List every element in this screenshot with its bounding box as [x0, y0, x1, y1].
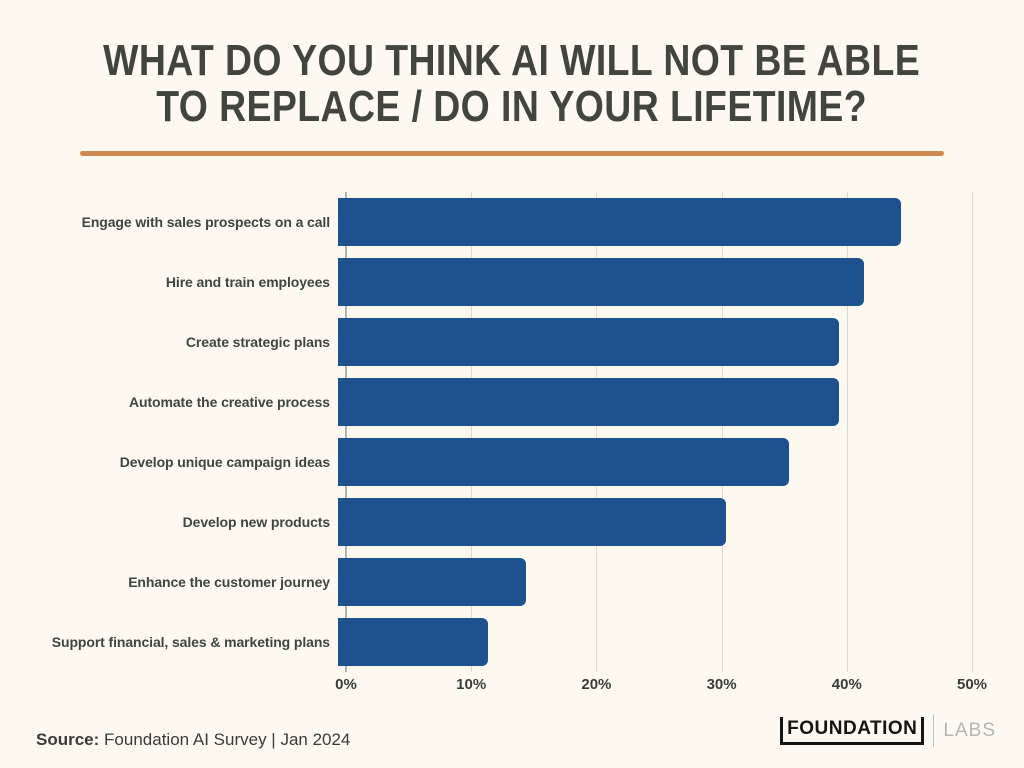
category-label: Engage with sales prospects on a call: [81, 213, 330, 230]
category-label: Enhance the customer journey: [128, 573, 330, 590]
gridline: [972, 191, 973, 672]
bar-track: [338, 257, 964, 306]
bar-track: [338, 437, 964, 486]
header: WHAT DO YOU THINK AI WILL NOT BE ABLE TO…: [0, 0, 1024, 156]
chart-title-line2: TO REPLACE / DO IN YOUR LIFETIME?: [156, 81, 868, 131]
bar-track: [338, 197, 964, 246]
chart-title: WHAT DO YOU THINK AI WILL NOT BE ABLE TO…: [103, 38, 920, 130]
bar: [338, 497, 727, 546]
chart-title-line1: WHAT DO YOU THINK AI WILL NOT BE ABLE: [103, 36, 921, 85]
bar-row: Develop new products: [36, 492, 972, 552]
bar: [338, 317, 839, 366]
foundation-labs-logo: FOUNDATION LABS: [780, 715, 996, 747]
bar: [338, 197, 902, 246]
source-label: Source:: [36, 730, 100, 749]
x-tick-label: 30%: [706, 675, 737, 693]
bar: [338, 617, 489, 666]
bar-row: Develop unique campaign ideas: [36, 432, 972, 492]
bar-row: Support financial, sales & marketing pla…: [36, 612, 972, 672]
category-label: Develop new products: [182, 513, 330, 530]
bar-track: [338, 377, 964, 426]
logo-divider: [933, 715, 935, 747]
bar-track: [338, 557, 964, 606]
category-label: Support financial, sales & marketing pla…: [51, 633, 330, 650]
bar: [338, 557, 526, 606]
logo-wordmark-labs: LABS: [943, 720, 996, 741]
gridline: [721, 191, 723, 672]
gridline: [471, 191, 473, 672]
gridlines: [345, 191, 973, 672]
bar-track: [338, 617, 964, 666]
x-tick-label: 40%: [831, 675, 862, 693]
bar-rows: Engage with sales prospects on a call Hi…: [36, 192, 972, 672]
x-axis: 0% 10% 20% 30% 40% 50%: [335, 675, 987, 698]
y-axis-line: [345, 191, 347, 672]
bar-track: [338, 317, 964, 366]
bar-row: Create strategic plans: [36, 312, 972, 372]
gridline: [596, 191, 598, 672]
x-tick-label: 50%: [956, 675, 988, 693]
x-tick-label: 20%: [581, 675, 612, 693]
bar-row: Enhance the customer journey: [36, 552, 972, 612]
category-label: Automate the creative process: [129, 393, 330, 410]
logo-wordmark-foundation: FOUNDATION: [780, 717, 925, 745]
gridline: [846, 191, 848, 672]
bar-row: Engage with sales prospects on a call: [36, 192, 972, 252]
category-label: Develop unique campaign ideas: [119, 453, 330, 470]
x-tick-label: 10%: [456, 675, 487, 693]
source-note: Source: Foundation AI Survey | Jan 2024: [36, 730, 350, 750]
x-tick-label: 0%: [335, 675, 357, 693]
bar-row: Hire and train employees: [36, 252, 972, 312]
bar: [338, 437, 789, 486]
title-divider-rule: [80, 150, 944, 156]
source-text: Foundation AI Survey | Jan 2024: [104, 730, 351, 749]
bar-row: Automate the creative process: [36, 372, 972, 432]
bar: [338, 257, 864, 306]
category-label: Hire and train employees: [165, 273, 330, 290]
bar-chart: Engage with sales prospects on a call Hi…: [36, 191, 987, 698]
category-label: Create strategic plans: [185, 333, 330, 350]
bar: [338, 377, 839, 426]
bar-track: [338, 497, 964, 546]
